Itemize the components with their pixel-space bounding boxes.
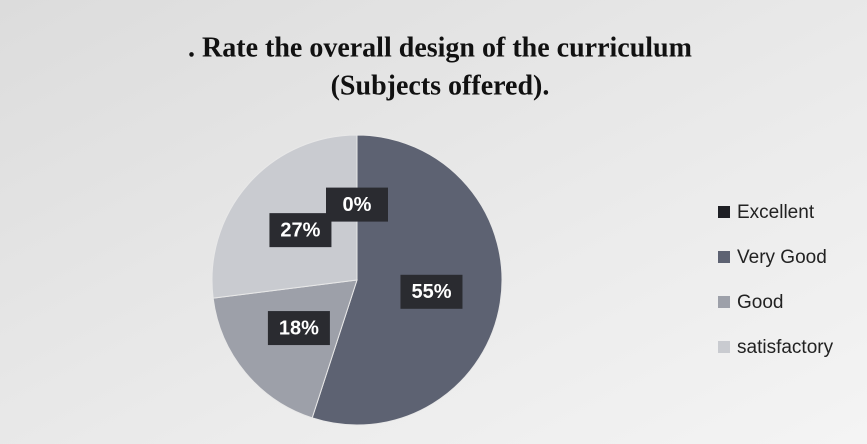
- value-label-box: [400, 274, 463, 309]
- legend-swatch: [718, 341, 730, 353]
- legend-label: satisfactory: [737, 337, 834, 358]
- value-label: 27%: [280, 219, 320, 241]
- value-label: 55%: [411, 281, 451, 303]
- legend-swatch: [718, 251, 730, 263]
- value-label-box: [269, 213, 332, 248]
- value-label: 18%: [279, 317, 319, 339]
- legend-swatch: [718, 206, 730, 218]
- chart-title: . Rate the overall design of the curricu…: [188, 32, 692, 63]
- legend-label: Good: [737, 292, 783, 313]
- legend-swatch: [718, 296, 730, 308]
- value-label-box: [267, 311, 330, 346]
- value-label-box: [326, 187, 388, 222]
- value-label: 0%: [343, 194, 372, 216]
- legend-label: Very Good: [737, 247, 827, 268]
- chart-title: (Subjects offered).: [331, 70, 550, 101]
- legend-label: Excellent: [737, 202, 815, 223]
